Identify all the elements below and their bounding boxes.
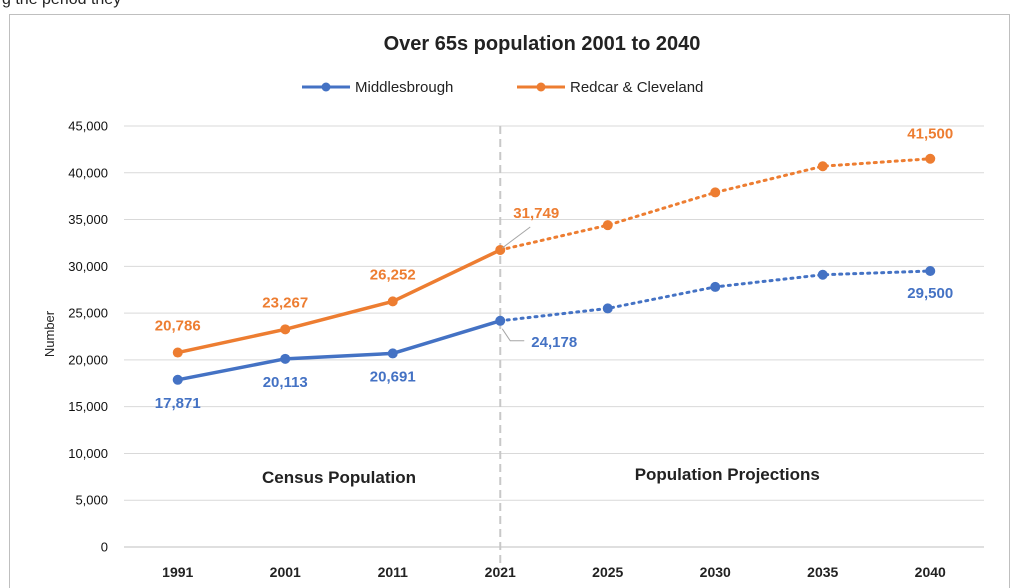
x-tick-label-1991: 1991 xyxy=(162,564,193,580)
y-tick-label-5000: 5,000 xyxy=(75,493,108,508)
point-middlesbrough-2035 xyxy=(817,269,828,280)
x-tick-label-2030: 2030 xyxy=(700,564,731,580)
data-label-middlesbrough-2040: 29,500 xyxy=(907,285,953,302)
point-redcar-cleveland-2011 xyxy=(387,296,398,307)
point-middlesbrough-2001 xyxy=(280,353,291,364)
data-label-redcar-cleveland-2001: 23,267 xyxy=(262,294,308,311)
data-labels: 17,871 20,113 20,691 24,178 29,500 20,786 23,2… xyxy=(155,126,953,412)
y-tick-label-10000: 10,000 xyxy=(68,446,108,461)
y-tick-label-25000: 25,000 xyxy=(68,306,108,321)
y-tick-label-35000: 35,000 xyxy=(68,212,108,227)
legend-label-redcar-cleveland: Redcar & Cleveland xyxy=(570,79,703,96)
point-redcar-cleveland-2001 xyxy=(280,324,291,335)
chart-legend: Middlesbrough Redcar & Cleveland xyxy=(302,79,703,96)
x-tick-label-2040: 2040 xyxy=(915,564,946,580)
section-labels: Census Population Population Projections xyxy=(262,465,820,487)
x-axis-ticks: 1991 2001 2011 2021 2025 2030 2035 2040 xyxy=(162,564,946,580)
y-tick-label-45000: 45,000 xyxy=(68,119,108,134)
data-label-middlesbrough-1991: 17,871 xyxy=(155,395,201,412)
y-tick-label-30000: 30,000 xyxy=(68,259,108,274)
data-label-redcar-cleveland-2040: 41,500 xyxy=(907,126,953,143)
y-tick-label-20000: 20,000 xyxy=(68,352,108,367)
chart-series xyxy=(172,153,936,385)
section-label-census: Census Population xyxy=(262,468,416,487)
data-label-redcar-cleveland-2011: 26,252 xyxy=(370,266,416,283)
chart-frame xyxy=(9,14,1010,588)
series-line-census-middlesbrough xyxy=(177,319,501,382)
point-middlesbrough-2021 xyxy=(495,315,506,326)
y-tick-label-15000: 15,000 xyxy=(68,399,108,414)
data-label-middlesbrough-2021: 24,178 xyxy=(531,334,577,351)
gridlines xyxy=(124,125,984,548)
point-middlesbrough-2025 xyxy=(602,303,613,314)
y-tick-label-0: 0 xyxy=(101,540,108,555)
data-label-middlesbrough-2001: 20,113 xyxy=(263,374,308,391)
point-redcar-cleveland-2030 xyxy=(710,187,721,198)
x-tick-label-2001: 2001 xyxy=(270,564,301,580)
leader-line-middlesbrough-2021 xyxy=(501,328,525,342)
section-label-projections: Population Projections xyxy=(635,465,820,484)
legend-marker-middlesbrough xyxy=(321,82,331,92)
x-tick-label-2025: 2025 xyxy=(592,564,623,580)
data-label-middlesbrough-2011: 20,691 xyxy=(370,368,416,385)
leader-line-redcar-cleveland-2021 xyxy=(501,226,531,249)
point-middlesbrough-1991 xyxy=(172,374,183,385)
point-middlesbrough-2011 xyxy=(387,348,398,359)
series-line-census-redcar-cleveland xyxy=(177,248,502,355)
point-redcar-cleveland-2025 xyxy=(602,220,613,231)
point-middlesbrough-2040 xyxy=(925,266,936,277)
caption-fragment: g the period they xyxy=(0,0,1020,14)
legend-label-middlesbrough: Middlesbrough xyxy=(355,79,453,96)
point-redcar-cleveland-2035 xyxy=(817,161,828,172)
point-redcar-cleveland-1991 xyxy=(172,347,183,358)
caption-fragment-text: g the period they xyxy=(2,0,121,9)
legend-marker-redcar-cleveland xyxy=(536,82,546,92)
x-tick-label-2021: 2021 xyxy=(485,564,516,580)
x-tick-label-2011: 2011 xyxy=(378,564,409,580)
data-label-redcar-cleveland-2021: 31,749 xyxy=(513,205,559,222)
data-label-redcar-cleveland-1991: 20,786 xyxy=(155,318,201,335)
point-redcar-cleveland-2040 xyxy=(925,153,936,164)
point-middlesbrough-2030 xyxy=(710,281,721,292)
y-axis-ticks: 0 5,000 10,000 15,000 20,000 25,000 30,000 35,0… xyxy=(68,119,108,555)
y-axis-label: Number xyxy=(42,310,57,357)
chart-title: Over 65s population 2001 to 2040 xyxy=(384,33,701,55)
x-tick-label-2035: 2035 xyxy=(807,564,838,580)
y-tick-label-40000: 40,000 xyxy=(68,165,108,180)
